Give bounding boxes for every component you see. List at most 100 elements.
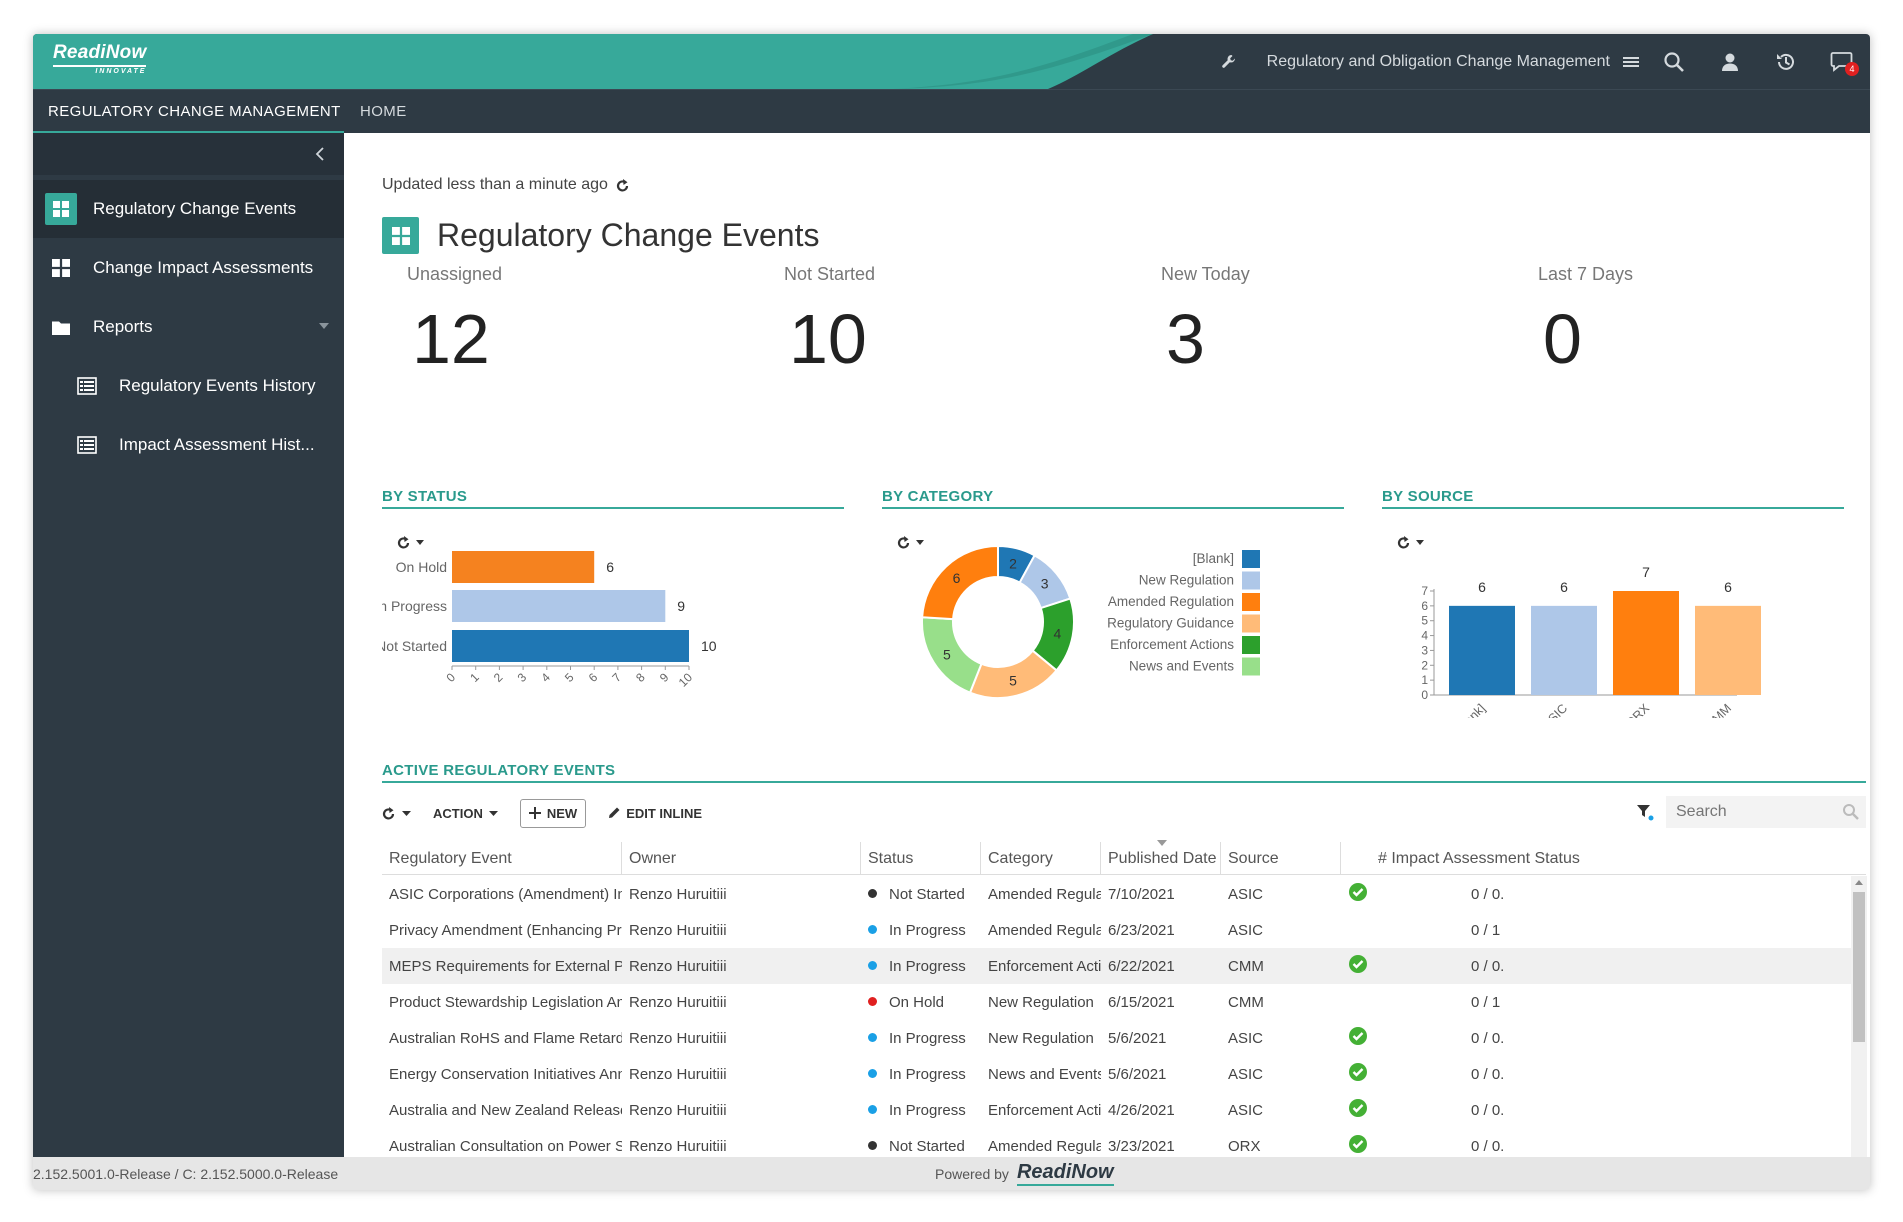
- sidebar-item-regulatory-events-history[interactable]: Regulatory Events History: [33, 357, 344, 415]
- table-row[interactable]: Energy Conservation Initiatives Annou...…: [382, 1056, 1866, 1092]
- status-bar[interactable]: [452, 590, 666, 622]
- category-data-label: 5: [943, 646, 951, 662]
- legend-label: [Blank]: [1193, 551, 1234, 566]
- status-dot-icon: [868, 1069, 877, 1079]
- table-row[interactable]: Privacy Amendment (Enhancing Privac... Re…: [382, 912, 1866, 948]
- app-name[interactable]: Regulatory and Obligation Change Managem…: [1266, 52, 1610, 70]
- table-row[interactable]: Australia and New Zealand Release Co... R…: [382, 1092, 1866, 1128]
- sidebar-item-regulatory-change-events[interactable]: Regulatory Change Events: [33, 180, 344, 238]
- status-dot-icon: [868, 1141, 877, 1151]
- source-data-label: 7: [1642, 564, 1650, 580]
- cell-owner: Renzo Huruitiii: [629, 993, 727, 1011]
- impact-assessment-count: 0 / 0.: [1471, 958, 1505, 975]
- by-category-chart: 2 3 4 5 5 6 [Blank] New Regulation Amended Regul…: [897, 536, 1260, 699]
- source-bar[interactable]: [1531, 605, 1597, 695]
- column-header-regulatory-event[interactable]: Regulatory Event: [382, 842, 622, 875]
- column-header-impact-assessment-status[interactable]: # Impact Assessment Status: [1378, 850, 1580, 867]
- cell-regulatory-event: Australia and New Zealand Release Co...: [389, 1101, 622, 1119]
- source-bar[interactable]: [1449, 605, 1515, 695]
- published-date-label: Published Date: [1108, 850, 1217, 867]
- kpi-last-7-days[interactable]: Last 7 Days 0: [1538, 264, 1633, 379]
- table-row[interactable]: Australian RoHS and Flame Retardant ... R…: [382, 1020, 1866, 1056]
- column-header-status[interactable]: Status: [861, 842, 981, 875]
- impact-assessment-count: 0 / 0.: [1471, 1138, 1505, 1155]
- table-row[interactable]: MEPS Requirements for External Power... R…: [382, 948, 1866, 984]
- refresh-icon[interactable]: [616, 178, 630, 193]
- sidebar-item-reports[interactable]: Reports: [33, 298, 344, 356]
- tab-home[interactable]: HOME: [360, 103, 407, 120]
- cell-published-date: 5/6/2021: [1108, 1065, 1167, 1083]
- kpi-new-today[interactable]: New Today 3: [1161, 264, 1250, 379]
- sidebar-item-label: Change Impact Assessments: [93, 258, 314, 277]
- scrollbar-thumb[interactable]: [1853, 892, 1865, 1042]
- user-icon[interactable]: [1702, 34, 1758, 89]
- cell-published-date: 6/23/2021: [1108, 921, 1175, 939]
- updated-text: Updated less than a minute ago: [382, 176, 608, 193]
- sidebar-item-impact-assessment-history[interactable]: Impact Assessment Hist...: [33, 416, 344, 474]
- tab-regulatory-change-management[interactable]: REGULATORY CHANGE MANAGEMENT: [33, 90, 344, 134]
- legend-swatch[interactable]: [1242, 657, 1260, 676]
- readinow-footer-logo[interactable]: ReadiNow: [1016, 1161, 1114, 1186]
- table-refresh-button[interactable]: [382, 806, 411, 821]
- cell-published-date: 7/10/2021: [1108, 885, 1175, 903]
- chevron-left-icon[interactable]: [315, 147, 325, 161]
- status-bar[interactable]: [452, 551, 595, 583]
- category-slice[interactable]: [921, 616, 983, 694]
- column-header-category[interactable]: Category: [981, 842, 1101, 875]
- cell-regulatory-event: Australian Consultation on Power Supp...: [389, 1137, 622, 1155]
- chart-refresh-icon[interactable]: [1397, 536, 1424, 549]
- legend-label: Regulatory Guidance: [1107, 616, 1234, 631]
- action-menu-button[interactable]: ACTION: [433, 806, 498, 821]
- kpi-not-started[interactable]: Not Started 10: [784, 264, 875, 379]
- table-row[interactable]: Australian Consultation on Power Supp...…: [382, 1128, 1866, 1164]
- caret-down-icon[interactable]: [319, 323, 329, 329]
- search-icon[interactable]: [1646, 34, 1702, 89]
- column-header-source[interactable]: Source: [1221, 842, 1341, 875]
- legend-swatch[interactable]: [1242, 593, 1260, 611]
- refresh-icon: [382, 806, 395, 820]
- edit-inline-label: EDIT INLINE: [626, 805, 703, 821]
- search-icon[interactable]: [1842, 803, 1860, 821]
- folder-icon: [45, 311, 77, 343]
- cell-source: ORX: [1228, 1137, 1261, 1155]
- legend-swatch[interactable]: [1242, 636, 1260, 654]
- search-input[interactable]: [1666, 796, 1866, 828]
- cell-status: Not Started: [861, 1138, 981, 1155]
- kpi-unassigned[interactable]: Unassigned 12: [407, 264, 502, 379]
- source-bar[interactable]: [1695, 605, 1761, 695]
- cell-regulatory-event: Privacy Amendment (Enhancing Privac...: [389, 921, 622, 939]
- legend-swatch[interactable]: [1242, 571, 1260, 590]
- cell-status: In Progress: [861, 922, 981, 939]
- new-button[interactable]: NEW: [519, 798, 587, 828]
- filter-icon[interactable]: [1636, 803, 1654, 821]
- cell-impact-assessment-status: 0 / 0.: [1341, 948, 1791, 984]
- legend-swatch[interactable]: [1242, 550, 1260, 568]
- cell-regulatory-event: Product Stewardship Legislation Anno...: [389, 993, 622, 1011]
- edit-inline-button[interactable]: EDIT INLINE: [608, 806, 702, 821]
- status-bar[interactable]: [452, 630, 689, 662]
- category-slice[interactable]: [921, 544, 999, 621]
- chart-refresh-icon[interactable]: [397, 536, 424, 549]
- column-header-published-date[interactable]: Published Date: [1101, 840, 1221, 875]
- chart-refresh-icon[interactable]: [897, 536, 924, 549]
- legend-swatch[interactable]: [1242, 614, 1260, 633]
- check-icon: [1349, 1027, 1367, 1045]
- source-bar[interactable]: [1613, 591, 1679, 695]
- wrench-icon[interactable]: [1201, 34, 1257, 89]
- status-x-tick-label: 5: [562, 670, 577, 685]
- table-header: Regulatory Event Owner Status Category P…: [382, 840, 1866, 875]
- column-header-owner[interactable]: Owner: [622, 842, 861, 875]
- status-category-label: On Hold: [396, 559, 447, 575]
- hamburger-icon[interactable]: [1616, 34, 1646, 89]
- scroll-up-icon[interactable]: [1855, 880, 1863, 885]
- table-row[interactable]: ASIC Corporations (Amendment) Instru... R…: [382, 876, 1866, 912]
- history-icon[interactable]: [1758, 34, 1814, 89]
- table-scrollbar[interactable]: [1851, 876, 1867, 1176]
- table-row[interactable]: Product Stewardship Legislation Anno... R…: [382, 984, 1866, 1020]
- category-data-label: 5: [1009, 673, 1017, 689]
- sidebar-item-change-impact-assessments[interactable]: Change Impact Assessments: [33, 239, 344, 297]
- readinow-logo[interactable]: ReadiNow INNOVATE: [53, 42, 147, 75]
- active-events-title: ACTIVE REGULATORY EVENTS: [382, 762, 1866, 783]
- chat-icon[interactable]: 4: [1814, 34, 1870, 89]
- status-x-tick-label: 8: [633, 670, 648, 685]
